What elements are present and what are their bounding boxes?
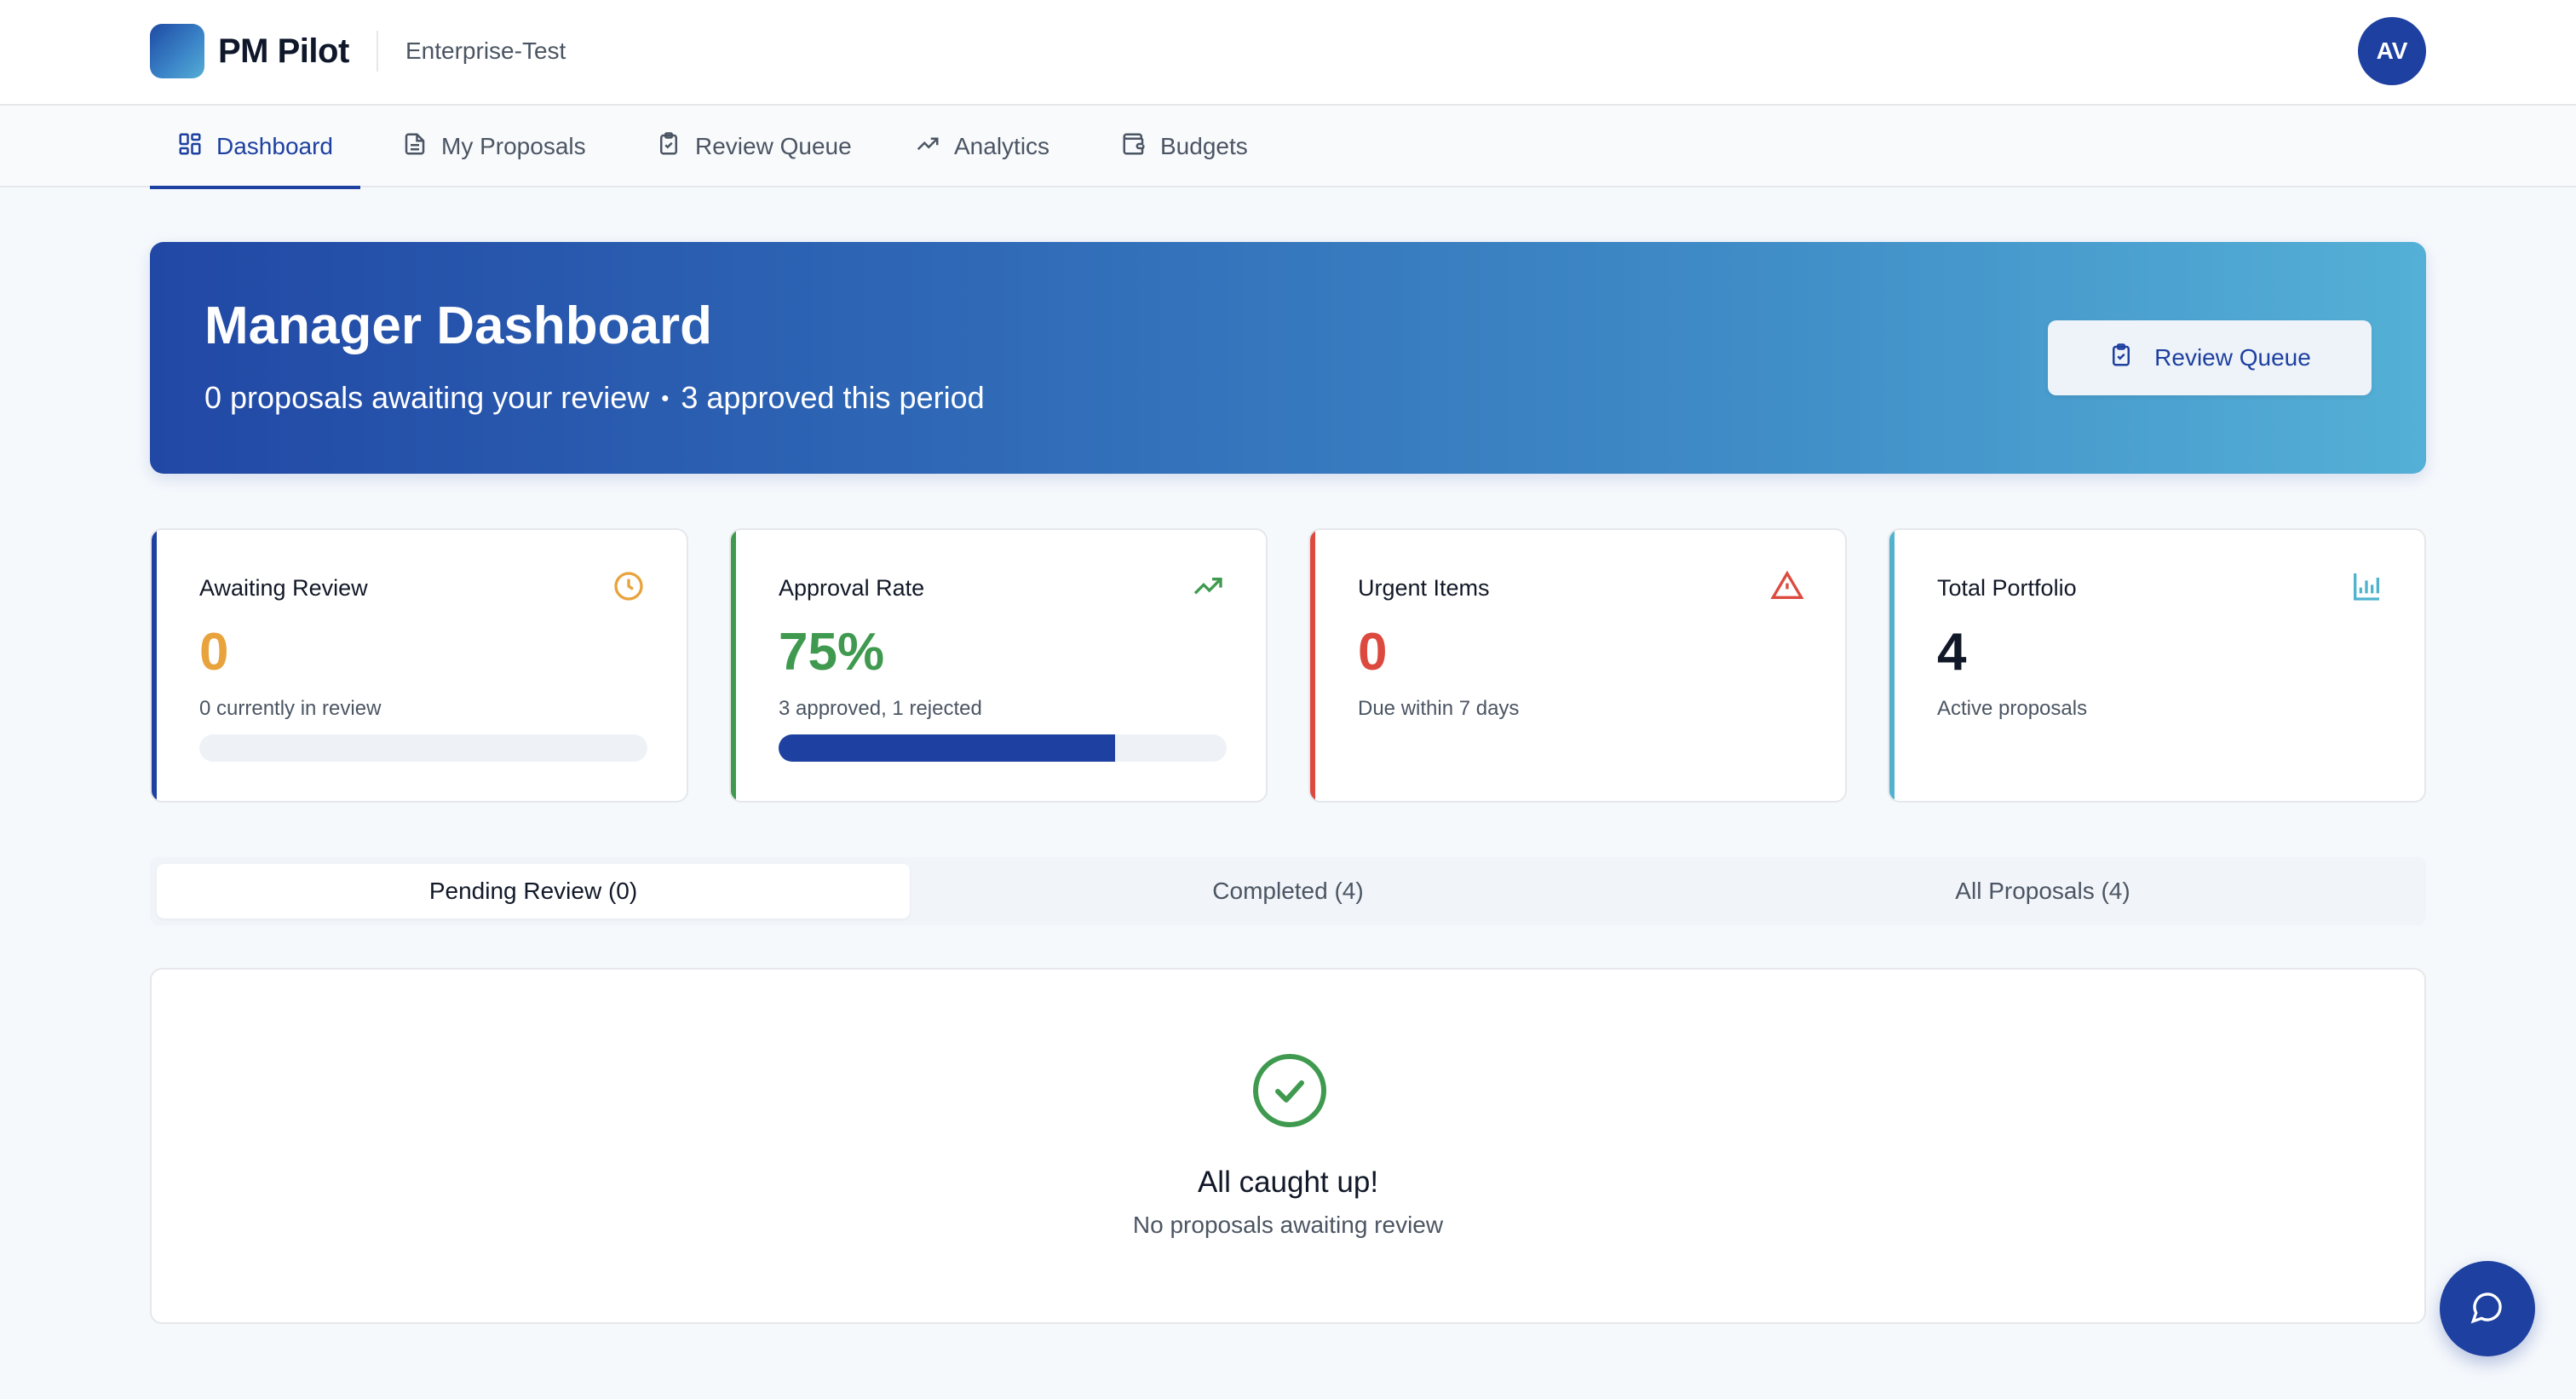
- card-value: 4: [1937, 623, 1967, 682]
- progress-fill: [779, 734, 1115, 762]
- trending-up-icon: [1191, 569, 1225, 603]
- card-note: 3 approved, 1 rejected: [779, 697, 982, 720]
- nav-tab-dashboard[interactable]: Dashboard: [150, 106, 360, 189]
- card-note: Active proposals: [1937, 697, 2088, 720]
- page-title: Manager Dashboard: [204, 296, 713, 355]
- nav-tab-analytics[interactable]: Analytics: [888, 106, 1077, 187]
- hero-banner: Manager Dashboard 0 proposals awaiting y…: [150, 242, 2426, 474]
- wallet-icon: [1121, 131, 1147, 163]
- card-note: 0 currently in review: [199, 697, 382, 720]
- nav-tab-my-proposals[interactable]: My Proposals: [375, 106, 613, 187]
- top-header: PM Pilot Enterprise-Test AV: [0, 0, 2576, 106]
- card-title: Approval Rate: [779, 575, 925, 601]
- pending-summary: 0 proposals awaiting your review: [204, 380, 650, 415]
- review-queue-button-label: Review Queue: [2154, 344, 2311, 371]
- grid-icon: [177, 131, 203, 163]
- card-title: Urgent Items: [1358, 575, 1490, 601]
- nav-tab-review-queue[interactable]: Review Queue: [629, 106, 879, 187]
- progress-bar: [199, 734, 647, 762]
- header-divider: [377, 31, 378, 72]
- card-accent: [152, 530, 157, 801]
- nav-tab-label: Review Queue: [695, 133, 852, 159]
- card-note: Due within 7 days: [1358, 697, 1520, 720]
- tab-completed[interactable]: Completed (4): [1212, 878, 1364, 904]
- card-accent: [1310, 530, 1315, 801]
- tab-all-proposals[interactable]: All Proposals (4): [1955, 878, 2130, 904]
- approved-summary: 3 approved this period: [681, 380, 985, 415]
- tab-pending-review[interactable]: Pending Review (0): [157, 864, 910, 918]
- card-value: 0: [1358, 623, 1388, 682]
- card-value: 0: [199, 623, 229, 682]
- app-logo-icon[interactable]: [150, 24, 204, 78]
- separator-dot: •: [661, 385, 670, 411]
- card-title: Total Portfolio: [1937, 575, 2077, 601]
- stat-card-urgent-items[interactable]: Urgent Items 0 Due within 7 days: [1308, 528, 1847, 803]
- proposal-tabs: Pending Review (0) Completed (4) All Pro…: [150, 857, 2426, 925]
- card-accent: [731, 530, 736, 801]
- nav-tab-budgets[interactable]: Budgets: [1094, 106, 1275, 187]
- clipboard-check-icon: [2108, 343, 2134, 374]
- hero-subtitle: 0 proposals awaiting your review • 3 app…: [204, 378, 985, 417]
- document-icon: [402, 131, 428, 163]
- progress-bar: [779, 734, 1227, 762]
- stat-card-total-portfolio[interactable]: Total Portfolio 4 Active proposals: [1888, 528, 2426, 803]
- nav-tab-label: My Proposals: [441, 133, 586, 159]
- nav-tab-label: Analytics: [954, 133, 1050, 159]
- user-avatar[interactable]: AV: [2358, 17, 2426, 85]
- clipboard-check-icon: [656, 131, 681, 163]
- main-nav: Dashboard My Proposals Review Queue Anal…: [0, 106, 2576, 189]
- trending-up-icon: [915, 131, 940, 163]
- empty-state-title: All caught up!: [1197, 1166, 1379, 1199]
- chat-bubble-icon: [2470, 1290, 2504, 1328]
- alert-triangle-icon: [1770, 569, 1804, 603]
- organization-name: Enterprise-Test: [405, 37, 566, 64]
- card-title: Awaiting Review: [199, 575, 368, 601]
- review-queue-button[interactable]: Review Queue: [2048, 320, 2372, 395]
- empty-state-subtitle: No proposals awaiting review: [1132, 1212, 1444, 1238]
- chat-button[interactable]: [2440, 1261, 2535, 1356]
- bar-chart-icon: [2349, 569, 2383, 603]
- stat-card-approval-rate[interactable]: Approval Rate 75% 3 approved, 1 rejected: [729, 528, 1268, 803]
- pending-review-panel: All caught up! No proposals awaiting rev…: [150, 968, 2426, 1324]
- check-circle-icon: [1251, 1051, 1329, 1130]
- nav-tab-label: Budgets: [1160, 133, 1248, 159]
- clock-icon: [612, 569, 646, 603]
- app-name[interactable]: PM Pilot: [218, 32, 349, 70]
- card-accent: [1889, 530, 1895, 801]
- nav-tab-label: Dashboard: [216, 133, 333, 159]
- card-value: 75%: [779, 623, 885, 682]
- stat-card-awaiting-review[interactable]: Awaiting Review 0 0 currently in review: [150, 528, 688, 803]
